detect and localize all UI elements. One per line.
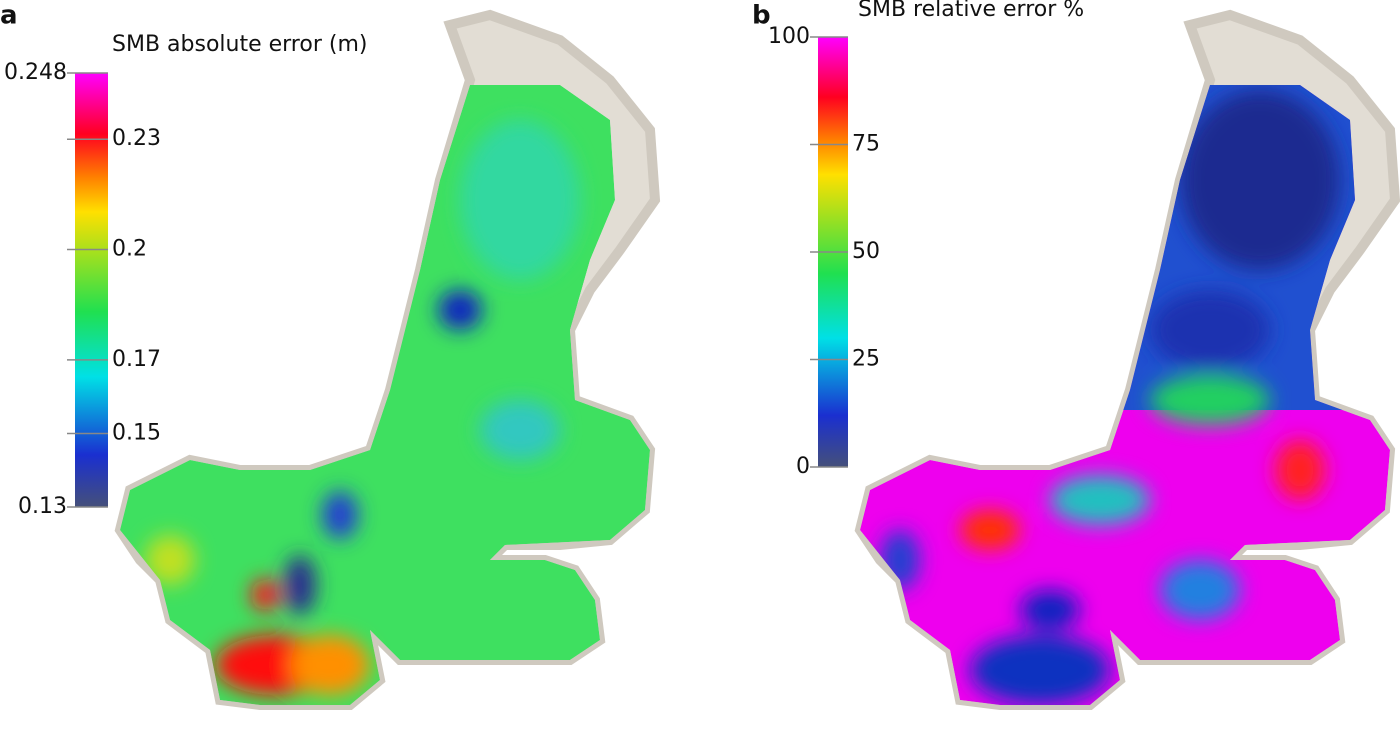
tick-label: 50 bbox=[852, 239, 880, 264]
tick-label: 75 bbox=[852, 132, 880, 157]
colorbar bbox=[75, 73, 108, 507]
tick-label: 0.2 bbox=[112, 237, 147, 262]
map-a bbox=[120, 15, 655, 705]
panel-label: a bbox=[0, 1, 18, 31]
map-b bbox=[860, 15, 1395, 705]
colorbar-title: SMB relative error % bbox=[858, 0, 1084, 22]
panel-label: b bbox=[752, 1, 771, 31]
colorbars: a SMB absolute error (m) 0.13 0.15 0.17 0.2 0.… bbox=[0, 0, 1084, 519]
tick-label: 100 bbox=[768, 24, 810, 49]
tick-label: 0.248 bbox=[4, 60, 67, 85]
tick-label: 25 bbox=[852, 347, 880, 372]
tick-label: 0.13 bbox=[18, 494, 67, 519]
colorbar-title: SMB absolute error (m) bbox=[112, 32, 367, 57]
tick-label: 0.15 bbox=[112, 420, 161, 445]
tick-label: 0 bbox=[796, 454, 810, 479]
tick-label: 0.17 bbox=[112, 347, 161, 372]
tick-label: 0.23 bbox=[112, 126, 161, 151]
